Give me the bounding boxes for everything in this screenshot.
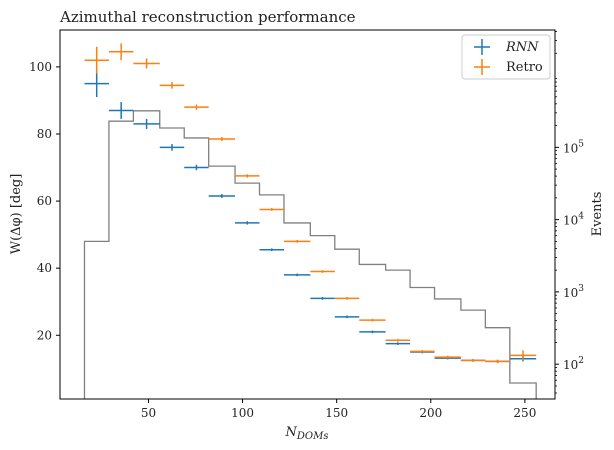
histogram-layer — [83, 110, 537, 399]
legend-retro-label: Retro — [506, 60, 543, 75]
chart-title: Azimuthal reconstruction performance — [59, 8, 356, 26]
y2-tick-label: 105 — [563, 139, 584, 155]
x-tick-label: 100 — [231, 406, 254, 420]
legend: RNN Retro — [461, 34, 551, 80]
y-tick-label: 20 — [37, 328, 52, 342]
x-tick-label: 250 — [513, 406, 536, 420]
y2-tick-label: 102 — [563, 356, 584, 372]
events-histogram — [83, 110, 537, 399]
x-tick-label: 200 — [419, 406, 442, 420]
y-tick-label: 40 — [37, 261, 52, 275]
y-axis: 20 40 60 80 100 — [29, 60, 60, 342]
legend-box — [461, 34, 551, 80]
y-tick-label: 100 — [29, 60, 52, 74]
data-layer — [84, 43, 537, 364]
plot-frame — [59, 29, 556, 400]
legend-rnn-label: RNN — [505, 40, 539, 55]
y2-axis: 102 103 104 105 — [555, 31, 584, 394]
y2-axis-label: Events — [590, 192, 605, 237]
y-tick-label: 80 — [37, 127, 52, 141]
y2-tick-label: 104 — [563, 212, 584, 228]
x-tick-label: 50 — [141, 406, 156, 420]
x-tick-label: 150 — [325, 406, 348, 420]
x-axis-label: NDOMs — [285, 425, 329, 442]
y-tick-label: 60 — [37, 194, 52, 208]
y-axis-label: W(Δφ) [deg] — [9, 174, 24, 255]
x-axis: 50 100 150 200 250 — [141, 399, 536, 420]
y2-tick-label: 103 — [563, 284, 584, 300]
